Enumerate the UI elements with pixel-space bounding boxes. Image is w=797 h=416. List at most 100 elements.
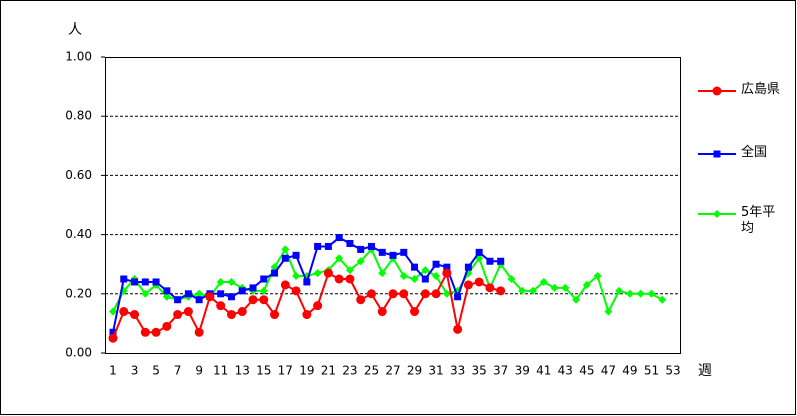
point	[593, 272, 602, 281]
point	[572, 295, 581, 304]
point	[195, 296, 203, 304]
point	[474, 277, 484, 287]
point	[625, 289, 634, 298]
point	[195, 289, 204, 298]
legend-label: 広島県	[741, 82, 781, 97]
point	[345, 266, 354, 275]
legend-swatch	[698, 86, 736, 96]
y-tick-label: 0.40	[65, 227, 92, 241]
legend-marker	[713, 150, 721, 158]
point	[259, 295, 269, 305]
point	[497, 257, 505, 265]
point	[335, 254, 344, 263]
point	[486, 257, 494, 265]
point	[163, 287, 171, 295]
point	[323, 268, 333, 278]
x-tick-label: 9	[195, 364, 203, 378]
point	[366, 289, 376, 299]
point	[141, 289, 150, 298]
point	[561, 283, 570, 292]
point	[410, 275, 419, 283]
point	[109, 307, 117, 316]
legend-swatch	[698, 210, 736, 218]
x-tick-label: 41	[536, 364, 551, 378]
point	[334, 274, 344, 284]
point	[141, 278, 149, 286]
x-tick-label: 49	[622, 364, 637, 378]
point	[378, 269, 387, 278]
point	[226, 310, 236, 320]
x-tick-label: 27	[385, 364, 400, 378]
point	[292, 272, 301, 281]
y-tick-label: 0.60	[65, 168, 92, 182]
point	[378, 248, 386, 256]
point	[174, 296, 182, 304]
x-tick-label: 15	[256, 364, 271, 378]
y-tick-label: 0.20	[65, 286, 92, 300]
point	[421, 266, 430, 275]
x-tick-label: 25	[364, 364, 379, 378]
x-tick-label: 43	[558, 364, 573, 378]
point	[216, 277, 225, 286]
point	[280, 280, 290, 290]
x-tick-label: 51	[644, 364, 659, 378]
x-tick-label: 33	[450, 364, 465, 378]
x-tick-label: 21	[321, 364, 336, 378]
point	[227, 293, 235, 301]
point	[442, 268, 452, 278]
legend-marker	[712, 86, 722, 96]
point	[421, 275, 429, 283]
x-tick-label: 7	[174, 364, 182, 378]
point	[377, 307, 387, 317]
point	[388, 289, 398, 299]
series	[109, 234, 505, 336]
point	[260, 275, 268, 283]
point	[313, 301, 323, 311]
x-tick-label: 35	[472, 364, 487, 378]
point	[227, 277, 236, 286]
legend-swatch	[698, 150, 736, 158]
x-tick-label: 23	[342, 364, 357, 378]
point	[162, 321, 172, 331]
point	[615, 286, 624, 295]
point	[140, 327, 150, 337]
legend-item: 5年平均	[697, 205, 785, 237]
x-tick-label: 11	[213, 364, 228, 378]
point	[151, 327, 161, 337]
point	[194, 327, 204, 337]
point	[314, 242, 322, 250]
point	[324, 242, 332, 250]
point	[518, 286, 527, 295]
point	[636, 289, 645, 298]
x-tick-label: 3	[131, 364, 139, 378]
point	[291, 286, 301, 296]
point	[442, 289, 451, 298]
point	[270, 310, 280, 320]
point	[162, 292, 171, 301]
point	[108, 333, 118, 343]
x-tick-label: 19	[299, 364, 314, 378]
point	[485, 283, 495, 293]
point	[389, 251, 397, 259]
point	[109, 328, 117, 336]
x-tick-label: 29	[407, 364, 422, 378]
series-line	[112, 247, 663, 315]
legend-item: 広島県	[697, 82, 785, 100]
point	[281, 254, 289, 262]
point	[582, 280, 591, 289]
point	[131, 278, 139, 286]
point	[271, 269, 279, 277]
x-tick-label: 17	[278, 364, 293, 378]
point	[431, 289, 441, 299]
point	[475, 248, 483, 256]
x-tick-label: 5	[152, 364, 160, 378]
point	[238, 287, 246, 295]
point	[173, 310, 183, 320]
point	[464, 263, 472, 271]
legend-label: 全国	[741, 145, 768, 160]
x-tick-label: 13	[235, 364, 250, 378]
point	[217, 290, 225, 298]
point	[550, 283, 559, 292]
point	[120, 275, 128, 283]
